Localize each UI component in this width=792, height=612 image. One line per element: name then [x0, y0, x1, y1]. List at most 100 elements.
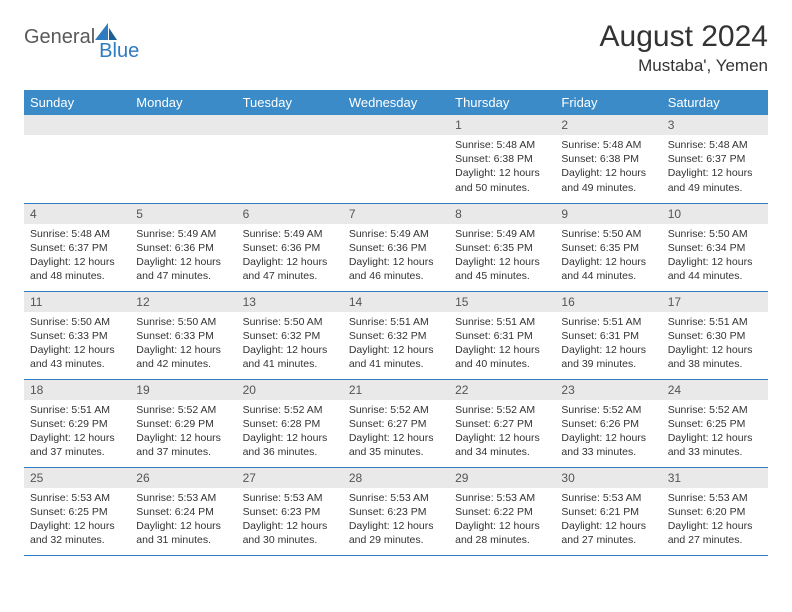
daylight-line: Daylight: 12 hours and 35 minutes.	[349, 431, 443, 459]
daylight-line: Daylight: 12 hours and 39 minutes.	[561, 343, 655, 371]
calendar-cell: 28Sunrise: 5:53 AMSunset: 6:23 PMDayligh…	[343, 467, 449, 555]
day-data: Sunrise: 5:48 AMSunset: 6:38 PMDaylight:…	[555, 135, 661, 199]
calendar-cell: 16 Sunrise: 5:51 AMSunset: 6:31 PMDayligh…	[555, 291, 661, 379]
day-data: Sunrise: 5:53 AMSunset: 6:23 PMDaylight:…	[237, 488, 343, 552]
sunrise-line: Sunrise: 5:51 AM	[455, 315, 549, 329]
header: General Blue August 2024 Mustaba', Yemen	[24, 20, 768, 76]
sunrise-line: Sunrise: 5:49 AM	[349, 227, 443, 241]
daylight-line: Daylight: 12 hours and 49 minutes.	[561, 166, 655, 194]
sunset-line: Sunset: 6:25 PM	[30, 505, 124, 519]
sunrise-line: Sunrise: 5:50 AM	[243, 315, 337, 329]
day-data: Sunrise: 5:53 AMSunset: 6:22 PMDaylight:…	[449, 488, 555, 552]
day-number: 15	[449, 292, 555, 312]
sunset-line: Sunset: 6:38 PM	[561, 152, 655, 166]
sunset-line: Sunset: 6:37 PM	[30, 241, 124, 255]
sunset-line: Sunset: 6:32 PM	[243, 329, 337, 343]
calendar-cell: 21Sunrise: 5:52 AMSunset: 6:27 PMDayligh…	[343, 379, 449, 467]
calendar-cell: 2Sunrise: 5:48 AMSunset: 6:38 PMDaylight…	[555, 115, 661, 203]
calendar-week: 18Sunrise: 5:51 AMSunset: 6:29 PMDayligh…	[24, 379, 768, 467]
sunset-line: Sunset: 6:31 PM	[561, 329, 655, 343]
day-number	[24, 115, 130, 135]
sunset-line: Sunset: 6:21 PM	[561, 505, 655, 519]
sunset-line: Sunset: 6:33 PM	[30, 329, 124, 343]
day-data: Sunrise: 5:53 AMSunset: 6:24 PMDaylight:…	[130, 488, 236, 552]
day-header: Saturday	[662, 90, 768, 115]
day-number: 20	[237, 380, 343, 400]
daylight-line: Daylight: 12 hours and 47 minutes.	[136, 255, 230, 283]
sunrise-line: Sunrise: 5:52 AM	[668, 403, 762, 417]
calendar-cell: 26Sunrise: 5:53 AMSunset: 6:24 PMDayligh…	[130, 467, 236, 555]
day-data: Sunrise: 5:52 AMSunset: 6:29 PMDaylight:…	[130, 400, 236, 464]
month-title: August 2024	[600, 20, 768, 54]
day-number: 29	[449, 468, 555, 488]
calendar-cell: 15Sunrise: 5:51 AMSunset: 6:31 PMDayligh…	[449, 291, 555, 379]
daylight-line: Daylight: 12 hours and 44 minutes.	[561, 255, 655, 283]
sunset-line: Sunset: 6:36 PM	[243, 241, 337, 255]
sunrise-line: Sunrise: 5:50 AM	[668, 227, 762, 241]
daylight-line: Daylight: 12 hours and 47 minutes.	[243, 255, 337, 283]
calendar-cell: 3Sunrise: 5:48 AMSunset: 6:37 PMDaylight…	[662, 115, 768, 203]
sunset-line: Sunset: 6:33 PM	[136, 329, 230, 343]
calendar-cell: 7Sunrise: 5:49 AMSunset: 6:36 PMDaylight…	[343, 203, 449, 291]
brand-logo: General Blue	[24, 26, 139, 49]
day-data: Sunrise: 5:48 AMSunset: 6:37 PMDaylight:…	[24, 224, 130, 288]
sunset-line: Sunset: 6:31 PM	[455, 329, 549, 343]
day-data: Sunrise: 5:49 AMSunset: 6:36 PMDaylight:…	[237, 224, 343, 288]
day-data: Sunrise: 5:49 AMSunset: 6:35 PMDaylight:…	[449, 224, 555, 288]
daylight-line: Daylight: 12 hours and 27 minutes.	[561, 519, 655, 547]
sunset-line: Sunset: 6:26 PM	[561, 417, 655, 431]
calendar-cell: 14Sunrise: 5:51 AMSunset: 6:32 PMDayligh…	[343, 291, 449, 379]
sunrise-line: Sunrise: 5:51 AM	[561, 315, 655, 329]
sunrise-line: Sunrise: 5:51 AM	[30, 403, 124, 417]
day-data: Sunrise: 5:52 AMSunset: 6:25 PMDaylight:…	[662, 400, 768, 464]
calendar-week: 11Sunrise: 5:50 AMSunset: 6:33 PMDayligh…	[24, 291, 768, 379]
daylight-line: Daylight: 12 hours and 41 minutes.	[243, 343, 337, 371]
calendar-table: SundayMondayTuesdayWednesdayThursdayFrid…	[24, 90, 768, 556]
sunrise-line: Sunrise: 5:52 AM	[561, 403, 655, 417]
sunrise-line: Sunrise: 5:53 AM	[455, 491, 549, 505]
daylight-line: Daylight: 12 hours and 30 minutes.	[243, 519, 337, 547]
day-number: 19	[130, 380, 236, 400]
day-header: Tuesday	[237, 90, 343, 115]
day-number: 8	[449, 204, 555, 224]
day-number: 30	[555, 468, 661, 488]
day-header: Monday	[130, 90, 236, 115]
day-number: 27	[237, 468, 343, 488]
day-data: Sunrise: 5:50 AMSunset: 6:34 PMDaylight:…	[662, 224, 768, 288]
calendar-cell: 6Sunrise: 5:49 AMSunset: 6:36 PMDaylight…	[237, 203, 343, 291]
day-data: Sunrise: 5:50 AMSunset: 6:35 PMDaylight:…	[555, 224, 661, 288]
calendar-cell: 29Sunrise: 5:53 AMSunset: 6:22 PMDayligh…	[449, 467, 555, 555]
day-data: Sunrise: 5:53 AMSunset: 6:20 PMDaylight:…	[662, 488, 768, 552]
sunrise-line: Sunrise: 5:50 AM	[561, 227, 655, 241]
calendar-header-row: SundayMondayTuesdayWednesdayThursdayFrid…	[24, 90, 768, 115]
calendar-cell: 12Sunrise: 5:50 AMSunset: 6:33 PMDayligh…	[130, 291, 236, 379]
sunrise-line: Sunrise: 5:53 AM	[349, 491, 443, 505]
calendar-cell: 17Sunrise: 5:51 AMSunset: 6:30 PMDayligh…	[662, 291, 768, 379]
calendar-cell: 4Sunrise: 5:48 AMSunset: 6:37 PMDaylight…	[24, 203, 130, 291]
day-number: 5	[130, 204, 236, 224]
day-number: 18	[24, 380, 130, 400]
day-number	[343, 115, 449, 135]
sunset-line: Sunset: 6:32 PM	[349, 329, 443, 343]
daylight-line: Daylight: 12 hours and 37 minutes.	[136, 431, 230, 459]
daylight-line: Daylight: 12 hours and 45 minutes.	[455, 255, 549, 283]
calendar-cell: 25Sunrise: 5:53 AMSunset: 6:25 PMDayligh…	[24, 467, 130, 555]
sunset-line: Sunset: 6:30 PM	[668, 329, 762, 343]
calendar-cell: 27Sunrise: 5:53 AMSunset: 6:23 PMDayligh…	[237, 467, 343, 555]
day-data: Sunrise: 5:52 AMSunset: 6:27 PMDaylight:…	[449, 400, 555, 464]
daylight-line: Daylight: 12 hours and 33 minutes.	[668, 431, 762, 459]
day-data: Sunrise: 5:53 AMSunset: 6:23 PMDaylight:…	[343, 488, 449, 552]
day-data: Sunrise: 5:51 AMSunset: 6:32 PMDaylight:…	[343, 312, 449, 376]
calendar-cell: 19Sunrise: 5:52 AMSunset: 6:29 PMDayligh…	[130, 379, 236, 467]
day-header: Thursday	[449, 90, 555, 115]
calendar-cell: 5Sunrise: 5:49 AMSunset: 6:36 PMDaylight…	[130, 203, 236, 291]
day-number: 10	[662, 204, 768, 224]
calendar-cell: 1Sunrise: 5:48 AMSunset: 6:38 PMDaylight…	[449, 115, 555, 203]
daylight-line: Daylight: 12 hours and 50 minutes.	[455, 166, 549, 194]
day-number: 16	[555, 292, 661, 312]
sunset-line: Sunset: 6:29 PM	[136, 417, 230, 431]
day-header: Wednesday	[343, 90, 449, 115]
sunset-line: Sunset: 6:25 PM	[668, 417, 762, 431]
sunset-line: Sunset: 6:24 PM	[136, 505, 230, 519]
sunrise-line: Sunrise: 5:50 AM	[136, 315, 230, 329]
